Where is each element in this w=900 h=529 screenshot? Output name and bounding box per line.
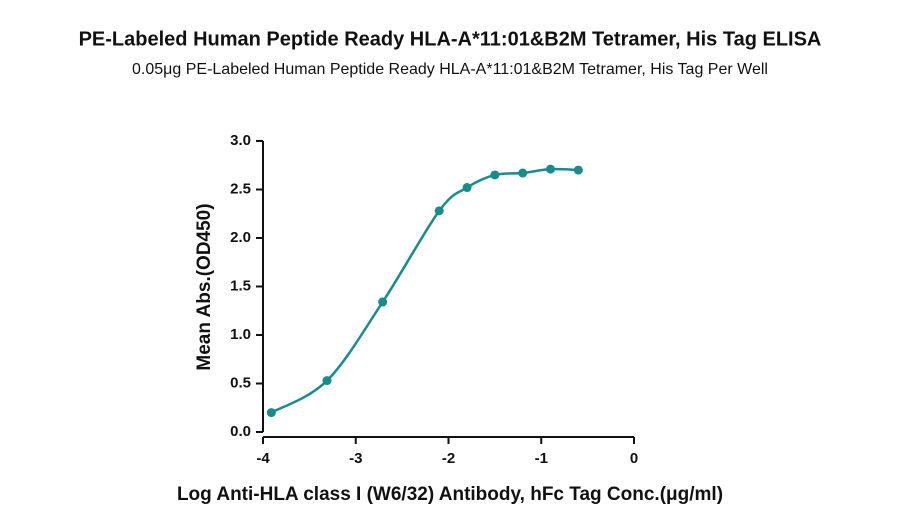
data-point bbox=[518, 168, 528, 178]
data-point bbox=[434, 206, 444, 216]
chart-subtitle: 0.05μg PE-Labeled Human Peptide Ready HL… bbox=[132, 61, 768, 78]
x-tick-label: -4 bbox=[256, 450, 270, 467]
y-tick-label: 1.0 bbox=[230, 326, 251, 343]
y-tick-label: 1.5 bbox=[230, 277, 251, 294]
data-point bbox=[573, 165, 583, 175]
y-tick-label: 2.5 bbox=[230, 180, 251, 197]
x-tick-label: -2 bbox=[442, 450, 455, 467]
x-axis-label: Log Anti-HLA class I (W6/32) Antibody, h… bbox=[177, 484, 723, 505]
x-tick-label: -1 bbox=[535, 450, 548, 467]
y-axis-label: Mean Abs.(OD450) bbox=[194, 203, 215, 370]
x-tick-label: -3 bbox=[349, 450, 362, 467]
fit-curve bbox=[270, 167, 579, 414]
data-point bbox=[546, 164, 556, 174]
data-point bbox=[322, 376, 332, 386]
data-point bbox=[490, 170, 500, 180]
y-tick-label: 0.5 bbox=[230, 374, 251, 391]
x-tick-label: 0 bbox=[630, 450, 638, 467]
chart-title: PE-Labeled Human Peptide Ready HLA-A*11:… bbox=[79, 28, 822, 50]
data-point bbox=[266, 408, 276, 418]
y-tick-label: 2.0 bbox=[230, 229, 251, 246]
y-tick-label: 3.0 bbox=[230, 132, 251, 149]
y-tick-label: 0.0 bbox=[230, 423, 251, 440]
data-point bbox=[462, 183, 472, 193]
data-point bbox=[378, 297, 388, 307]
